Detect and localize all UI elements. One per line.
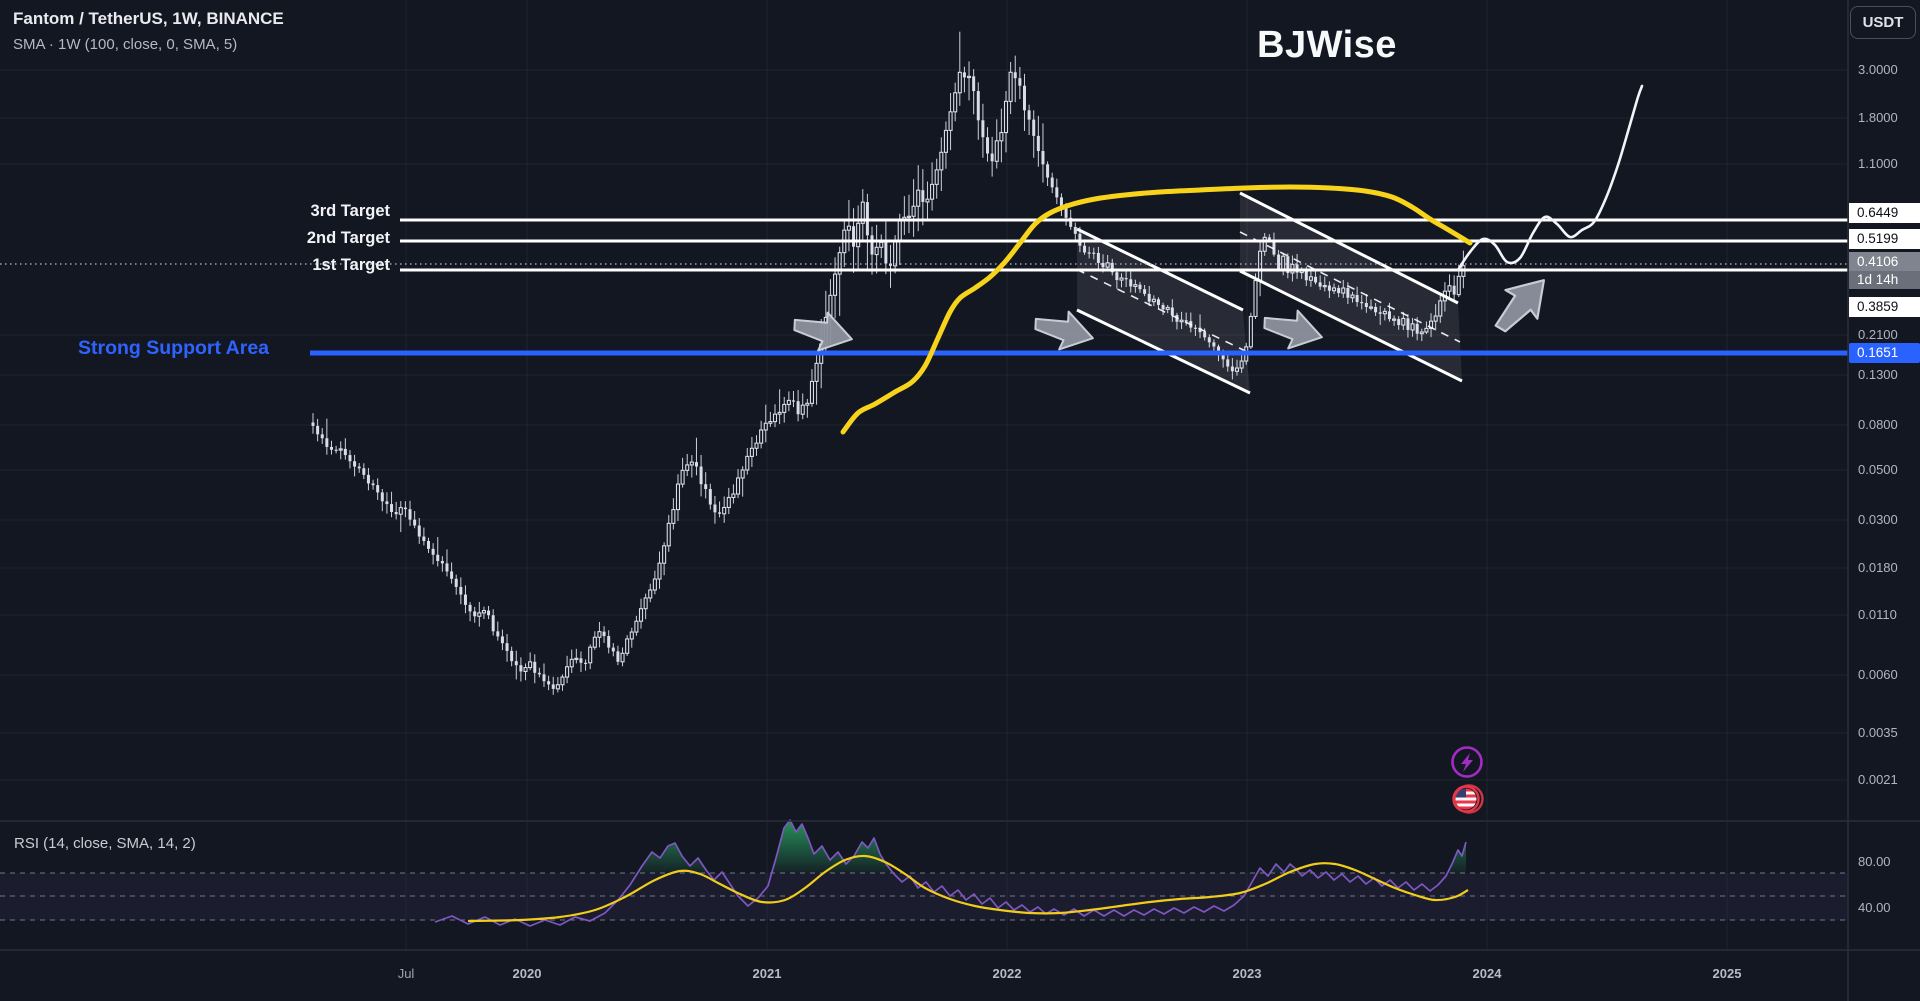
- currency-unit-button[interactable]: USDT: [1850, 6, 1916, 39]
- price-axis-tick: 0.0021: [1858, 772, 1898, 787]
- direction-arrow-icon: [793, 311, 853, 352]
- price-tag-second-target: 0.5199: [1849, 229, 1920, 249]
- arrow-drawings[interactable]: [789, 265, 1559, 357]
- price-axis-tick: 0.0110: [1858, 607, 1897, 622]
- price-axis-tick: 0.0800: [1858, 417, 1898, 432]
- price-axis-tick: 3.0000: [1858, 62, 1898, 77]
- strong-support-area-label[interactable]: Strong Support Area: [78, 337, 270, 359]
- indicator-legend-sma[interactable]: SMA · 1W (100, close, 0, SMA, 5): [13, 36, 238, 53]
- candles-layer[interactable]: [311, 31, 1466, 695]
- author-watermark: BJWise: [1257, 24, 1397, 66]
- direction-arrow-icon: [1034, 310, 1094, 351]
- time-axis-label: 2021: [752, 966, 782, 981]
- direction-arrow-icon: [1494, 279, 1545, 333]
- event-icons[interactable]: [1451, 746, 1484, 814]
- symbol-title[interactable]: Fantom / TetherUS, 1W, BINANCE: [13, 9, 284, 28]
- rsi-sma-line: [467, 854, 1469, 923]
- time-axis-label: 2022: [992, 966, 1022, 981]
- current-price-tag: 0.4106: [1849, 252, 1920, 271]
- price-axis-tick: 0.0035: [1858, 725, 1898, 740]
- second-target-label[interactable]: 2nd Target: [306, 229, 390, 247]
- lightning-event-icon: [1451, 746, 1483, 778]
- channel-drawings[interactable]: [1076, 191, 1463, 395]
- third-target-label[interactable]: 3rd Target: [310, 202, 390, 220]
- first-target-label[interactable]: 1st Target: [312, 256, 390, 274]
- sma-100-curve[interactable]: [840, 184, 1473, 435]
- rsi-line: [434, 819, 1467, 927]
- time-axis-label: 2025: [1712, 966, 1742, 981]
- time-axis-label: 2020: [512, 966, 542, 981]
- projection-wave-drawing[interactable]: [1456, 84, 1644, 272]
- price-axis-tick: 0.0500: [1858, 462, 1898, 477]
- time-axis-label: 2023: [1232, 966, 1262, 981]
- time-axis-label: 2024: [1472, 966, 1502, 981]
- price-axis-tick: 0.1300: [1858, 367, 1898, 382]
- price-tag-first-target: 0.3859: [1849, 297, 1920, 317]
- price-axis-tick: 0.0300: [1858, 512, 1898, 527]
- rsi-indicator-legend[interactable]: RSI (14, close, SMA, 14, 2): [14, 835, 196, 852]
- price-axis-tick: 1.8000: [1858, 110, 1898, 125]
- price-axis-tick: 1.1000: [1858, 156, 1898, 171]
- price-axis-tick: 0.2100: [1858, 327, 1898, 342]
- price-axis-tick: 0.0060: [1858, 667, 1898, 682]
- price-axis-tick: 0.0180: [1858, 560, 1898, 575]
- price-tag-third-target: 0.6449: [1849, 203, 1920, 223]
- price-axis-tick: 80.00: [1858, 854, 1891, 869]
- rsi-pane[interactable]: [0, 819, 1848, 927]
- level-lines[interactable]: [0, 218, 1848, 356]
- time-axis-label: Jul: [397, 966, 415, 981]
- grid-layer: [0, 0, 1848, 950]
- price-axis-tick: 40.00: [1858, 900, 1891, 915]
- bar-countdown-tag: 1d 14h: [1849, 271, 1920, 289]
- price-tag-support: 0.1651: [1849, 343, 1920, 363]
- direction-arrow-icon: [1263, 309, 1323, 350]
